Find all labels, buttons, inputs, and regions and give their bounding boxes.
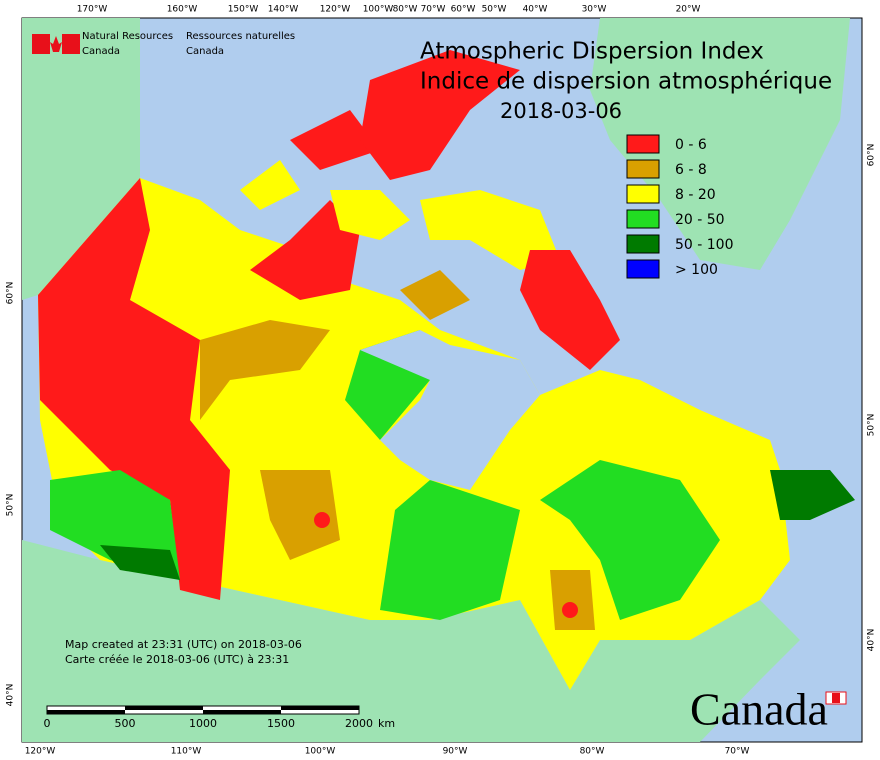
flag-leaf <box>50 36 62 52</box>
agency-fr: Canada <box>186 46 224 57</box>
scale-tick-label: 1000 <box>189 717 217 730</box>
footnote-en: Map created at 23:31 (UTC) on 2018-03-06 <box>65 638 302 651</box>
legend-swatch <box>626 259 660 279</box>
legend-swatch <box>626 134 660 154</box>
graticule-label: 40°W <box>523 5 548 15</box>
legend-swatch <box>626 209 660 229</box>
graticule-label: 20°W <box>676 5 701 15</box>
graticule-label: 110°W <box>171 747 202 757</box>
graticule-label: 50°N <box>6 494 16 517</box>
graticule-label: 70°W <box>725 747 750 757</box>
wordmark: Canada <box>690 684 828 735</box>
graticule-label: 100°W <box>363 5 394 15</box>
graticule-label: 100°W <box>305 747 336 757</box>
legend-swatch <box>626 234 660 254</box>
graticule-labels: 170°W 160°W 150°W 140°W 120°W 100°W 80°W 70°W 60… <box>6 5 877 757</box>
graticule-label: 90°W <box>443 747 468 757</box>
legend-label: 50 - 100 <box>675 237 734 253</box>
graticule-label: 60°W <box>451 5 476 15</box>
graticule-label: 70°W <box>421 5 446 15</box>
agency-en: Canada <box>82 46 120 57</box>
flag-band <box>32 34 50 54</box>
agency-fr: Ressources naturelles <box>186 31 295 42</box>
graticule-label: 80°W <box>393 5 418 15</box>
arctic-islands <box>240 50 620 370</box>
legend-label: 20 - 50 <box>675 212 725 228</box>
scale-tick-label: 2000 <box>345 717 373 730</box>
wordmark-flag <box>832 693 840 703</box>
graticule-label: 150°W <box>228 5 259 15</box>
graticule-label: 60°N <box>6 282 16 305</box>
title-en: Atmospheric Dispersion Index <box>420 39 764 65</box>
graticule-label: 30°W <box>582 5 607 15</box>
graticule-label: 120°W <box>25 747 56 757</box>
hudson-bay <box>360 330 540 490</box>
graticule-label: 140°W <box>268 5 299 15</box>
scale-unit: km <box>378 717 395 730</box>
scale-labels: 0 500 1000 1500 2000 km <box>44 717 396 730</box>
graticule-label: 50°W <box>482 5 507 15</box>
footnote-fr: Carte créée le 2018-03-06 (UTC) à 23:31 <box>65 653 289 666</box>
graticule-label: 120°W <box>320 5 351 15</box>
legend-label: > 100 <box>675 262 718 278</box>
legend-label: 6 - 8 <box>675 162 707 178</box>
flag-band <box>62 34 80 54</box>
scale-bar <box>46 705 360 715</box>
title-fr: Indice de dispersion atmosphérique <box>420 69 832 95</box>
agency-en: Natural Resources <box>82 31 173 42</box>
graticule-label: 80°W <box>580 747 605 757</box>
graticule-label: 40°N <box>867 629 877 652</box>
legend-label: 0 - 6 <box>675 137 707 153</box>
legend-swatch <box>626 159 660 179</box>
scale-tick-label: 1500 <box>267 717 295 730</box>
graticule-label: 60°N <box>867 144 877 167</box>
graticule-label: 160°W <box>167 5 198 15</box>
scale-tick-label: 0 <box>44 717 51 730</box>
graticule-label: 40°N <box>6 684 16 707</box>
legend-label: 8 - 20 <box>675 187 716 203</box>
scale-tick-label: 500 <box>115 717 136 730</box>
graticule-label: 50°N <box>867 414 877 437</box>
legend-panel: 0 - 6 6 - 8 8 - 20 20 - 50 50 - 100 > 100 <box>626 134 734 279</box>
legend-swatch <box>626 184 660 204</box>
map-date: 2018-03-06 <box>500 99 622 123</box>
graticule-label: 170°W <box>77 5 108 15</box>
